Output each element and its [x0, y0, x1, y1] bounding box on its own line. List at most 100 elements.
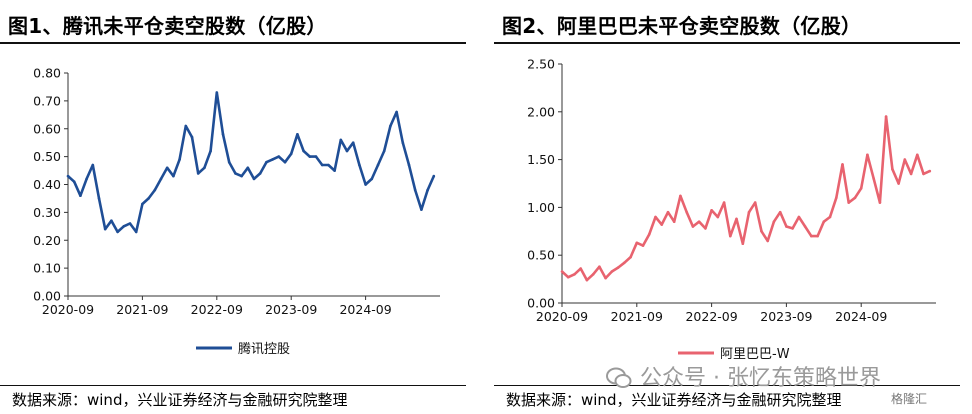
data-point [623, 261, 626, 265]
source-note: 数据来源：wind，兴业证券经济与金融研究院整理 [506, 391, 842, 409]
data-point [573, 273, 576, 276]
data-point [79, 194, 82, 197]
data-point [320, 163, 324, 167]
data-point [234, 172, 237, 175]
data-point [847, 201, 850, 204]
data-point [221, 133, 225, 136]
data-point [735, 217, 738, 221]
data-point [891, 167, 894, 171]
y-tick-label: 0.60 [33, 121, 61, 136]
data-point [841, 163, 844, 166]
legend-label: 腾讯控股 [238, 341, 290, 357]
y-tick-label: 0.80 [33, 66, 61, 81]
data-point [641, 244, 645, 247]
panel-tencent: 图1、腾讯未平仓卖空股数（亿股） 0.00 0.10 0.20 0.30 0.40 0.5… [0, 0, 478, 414]
data-point [722, 201, 726, 204]
data-point [178, 158, 181, 161]
data-point [289, 152, 293, 156]
data-point [265, 160, 268, 164]
data-point [153, 188, 157, 192]
data-point [666, 210, 670, 214]
y-tick-label: 0.00 [33, 289, 61, 304]
data-point [560, 270, 564, 273]
data-point [327, 163, 330, 167]
data-point [66, 174, 70, 178]
data-point [598, 265, 601, 268]
data-point [296, 133, 299, 136]
data-point [184, 124, 188, 128]
data-point [128, 222, 132, 225]
data-point [407, 163, 411, 167]
data-point [604, 276, 607, 280]
data-point [660, 223, 663, 226]
data-point [760, 230, 763, 233]
series-line [561, 115, 931, 282]
data-point [872, 177, 875, 180]
y-tick-label: 0.30 [33, 205, 61, 220]
data-point [141, 202, 144, 206]
data-point [240, 174, 243, 178]
y-tick-label: 0.20 [33, 233, 61, 248]
data-point [333, 169, 336, 172]
data-point [716, 215, 720, 219]
panel-alibaba: 图2、阿里巴巴未平仓卖空股数（亿股） 0.00 0.50 1.00 1.50 2.00 2… [494, 0, 972, 414]
data-point [116, 230, 119, 234]
data-point [413, 188, 417, 192]
source-note: 数据来源：wind，兴业证券经济与金融研究院整理 [12, 391, 348, 409]
data-point [203, 166, 206, 170]
data-point [697, 220, 701, 223]
x-tick-label: 2022-09 [685, 309, 737, 324]
data-point [172, 174, 175, 178]
title-rule [494, 42, 960, 44]
corner-badge: 格隆汇 [888, 389, 931, 408]
data-point [277, 155, 281, 158]
title-rule [0, 42, 466, 44]
data-point [376, 163, 380, 167]
data-point [691, 225, 695, 228]
data-point [283, 160, 287, 164]
data-point [778, 210, 782, 214]
data-point [432, 174, 436, 178]
source-rule [494, 385, 960, 386]
chart-title: 图1、腾讯未平仓卖空股数（亿股） [8, 14, 327, 38]
data-point [672, 220, 676, 223]
data-point [909, 172, 913, 176]
data-point [835, 196, 838, 200]
data-point [610, 270, 614, 273]
data-point [679, 194, 682, 198]
y-tick-label: 0.40 [33, 177, 61, 192]
series-line [67, 91, 435, 234]
data-point [579, 267, 582, 270]
data-point [271, 158, 274, 161]
data-point [928, 169, 932, 173]
x-tick-label: 2021-09 [116, 302, 168, 317]
data-point [227, 160, 231, 164]
data-point [302, 149, 305, 153]
data-point [741, 242, 745, 245]
data-point [853, 196, 857, 200]
data-point [747, 210, 751, 214]
data-point [246, 166, 250, 170]
data-point [258, 172, 262, 175]
data-point [196, 172, 200, 175]
data-point [753, 201, 757, 204]
x-tick-label: 2022-09 [191, 302, 243, 317]
data-point [370, 177, 374, 181]
data-point [209, 149, 212, 153]
data-point [585, 278, 589, 282]
source-rule [0, 385, 466, 386]
data-point [922, 172, 925, 176]
y-tick-label: 1.00 [527, 200, 555, 215]
chart-alibaba: 0.00 0.50 1.00 1.50 2.00 2.50 2020-09 2021-09 20… [527, 57, 936, 362]
data-point [420, 208, 423, 211]
chart-title: 图2、阿里巴巴未平仓卖空股数（亿股） [502, 14, 862, 38]
data-point [704, 227, 707, 230]
data-point [822, 220, 826, 223]
y-tick-label: 0.50 [527, 248, 555, 263]
x-tick-label: 2024-09 [835, 309, 887, 324]
data-point [190, 135, 194, 139]
data-point [916, 153, 919, 157]
data-point [110, 219, 113, 222]
data-point [345, 149, 349, 153]
legend-label: 阿里巴巴-W [720, 347, 790, 362]
